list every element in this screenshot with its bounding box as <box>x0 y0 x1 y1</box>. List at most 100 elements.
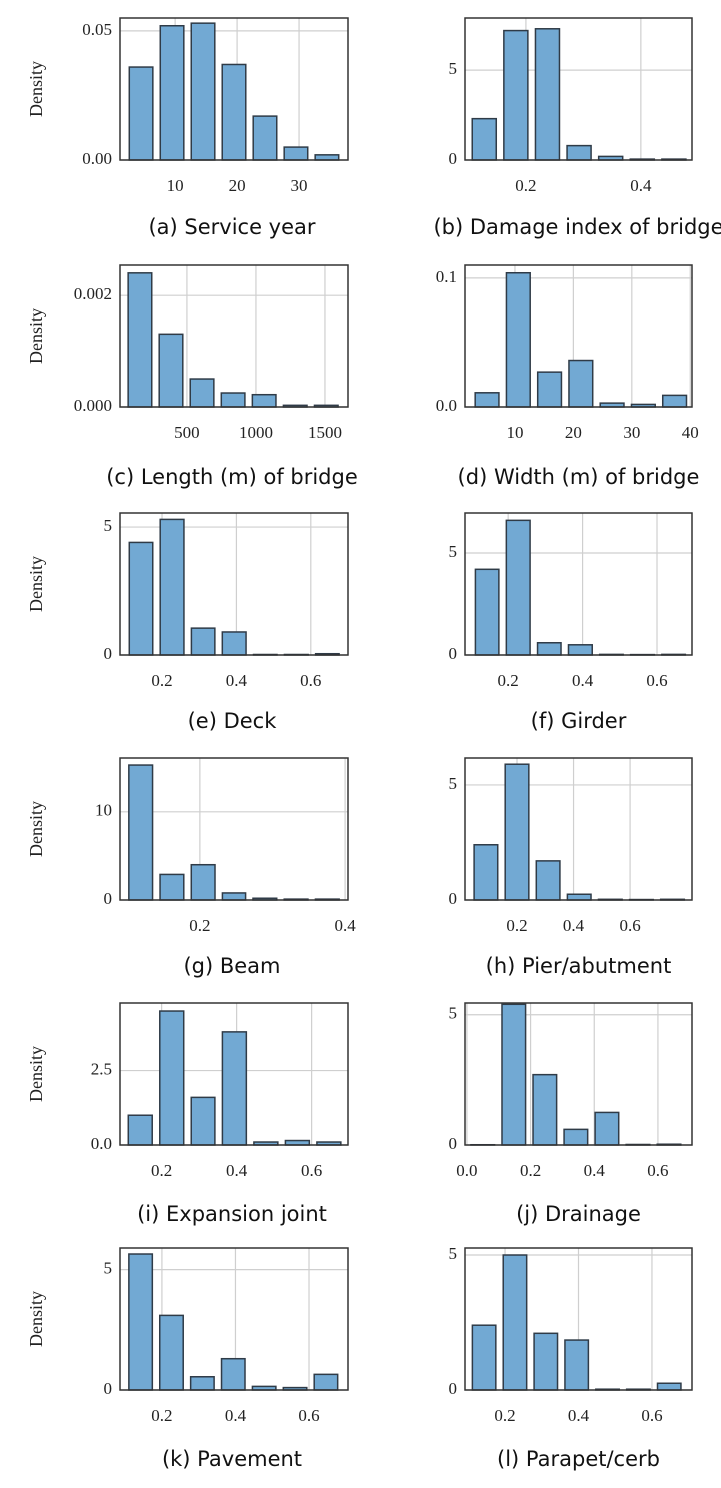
x-tick-label: 0.2 <box>151 1161 172 1180</box>
subplot: 0.2 0.4 0 10 Density (g) Beam <box>26 757 356 978</box>
bar <box>568 359 594 408</box>
subplot: 0.2 0.4 0.6 0 5 (h) Pier/abutment <box>449 757 693 978</box>
y-tick-label: 5 <box>449 59 458 78</box>
bar <box>471 117 498 161</box>
subplot: 0.2 0.4 0 5 (b) Damage index of bridge <box>433 17 721 239</box>
bar <box>504 763 530 901</box>
x-tick-label: 0.6 <box>647 1161 668 1180</box>
subplot-caption: (i) Expansion joint <box>137 1202 327 1226</box>
x-tick-label: 0.0 <box>456 1161 477 1180</box>
bar <box>190 863 216 901</box>
y-tick-label: 5 <box>449 1004 458 1023</box>
subplot-caption: (k) Pavement <box>162 1447 302 1471</box>
subplot-caption: (b) Damage index of bridge <box>433 215 721 239</box>
x-tick-label: 0.2 <box>189 916 210 935</box>
subplot: 10 20 30 0.00 0.05 Density (a) Service year <box>26 17 349 239</box>
y-axis-label: Density <box>26 1046 46 1102</box>
x-tick-label: 0.4 <box>226 1161 248 1180</box>
x-tick-label: 30 <box>291 176 308 195</box>
bar <box>220 1357 246 1391</box>
subplot: 10 20 30 40 0.0 0.1 (d) Width (m) of bridge <box>436 264 700 489</box>
x-tick-label: 0.4 <box>584 1161 606 1180</box>
subplot: 0.2 0.4 0.6 0 5 (l) Parapet/cerb <box>449 1244 693 1471</box>
y-tick-label: 5 <box>449 542 458 561</box>
bar <box>473 844 499 901</box>
subplot: 500 1000 1500 0.000 0.002 Density (c) Length (… <box>26 264 358 489</box>
bar <box>566 893 592 901</box>
bar <box>221 63 247 161</box>
bar <box>532 1073 558 1146</box>
bar <box>189 378 215 408</box>
bar <box>221 1031 248 1146</box>
plot-frame <box>119 1002 349 1146</box>
bar <box>127 272 153 408</box>
bar <box>220 392 246 408</box>
x-tick-label: 0.4 <box>226 671 248 690</box>
x-tick-label: 0.4 <box>225 1406 247 1425</box>
bar <box>158 1314 184 1391</box>
bar <box>283 146 309 161</box>
x-tick-label: 10 <box>506 423 523 442</box>
bar <box>190 22 216 161</box>
subplot: 0.0 0.2 0.4 0.6 0 5 (j) Drainage <box>449 1002 693 1226</box>
y-tick-label: 0.1 <box>436 267 457 286</box>
x-tick-label: 1000 <box>239 423 273 442</box>
bar <box>313 1373 339 1391</box>
x-tick-label: 10 <box>167 176 184 195</box>
subplot-caption: (h) Pier/abutment <box>486 954 672 978</box>
subplot-caption: (l) Parapet/cerb <box>497 1447 660 1471</box>
x-tick-label: 1500 <box>308 423 342 442</box>
x-tick-label: 20 <box>229 176 246 195</box>
bar <box>159 873 185 901</box>
bar <box>564 1339 590 1391</box>
x-tick-label: 0.6 <box>298 1406 319 1425</box>
x-tick-label: 500 <box>174 423 200 442</box>
y-tick-label: 0 <box>104 644 113 663</box>
subplot: 0.2 0.4 0.6 0 5 Density (k) Pavement <box>26 1247 349 1471</box>
bar <box>159 24 185 161</box>
x-tick-label: 0.4 <box>563 916 585 935</box>
subplot: 0.2 0.4 0.6 0 5 (f) Girder <box>449 512 693 733</box>
y-tick-label: 10 <box>95 801 112 820</box>
x-tick-label: 0.6 <box>641 1406 662 1425</box>
x-tick-label: 30 <box>623 423 640 442</box>
x-tick-label: 0.4 <box>568 1406 590 1425</box>
x-tick-label: 0.6 <box>619 916 640 935</box>
bar <box>536 371 563 408</box>
plot-frame <box>119 1247 349 1391</box>
bar <box>563 1128 589 1146</box>
bar <box>474 568 500 656</box>
bar <box>128 541 154 656</box>
bar <box>190 627 216 656</box>
plot-frame <box>464 757 693 901</box>
x-tick-label: 20 <box>565 423 582 442</box>
bar <box>505 271 531 408</box>
y-axis-label: Density <box>26 1291 46 1347</box>
bar <box>190 1096 216 1146</box>
bar <box>189 1376 215 1391</box>
y-axis-label: Density <box>26 801 46 857</box>
y-tick-label: 0 <box>449 149 458 168</box>
bar <box>474 392 500 408</box>
plot-frame <box>119 757 349 901</box>
subplot: 0.2 0.4 0.6 0 5 Density (e) Deck <box>26 512 349 733</box>
bar <box>503 29 529 161</box>
bar <box>661 394 688 408</box>
subplot: 0.2 0.4 0.6 0.0 2.5 Density (i) Expansion join… <box>26 1002 349 1226</box>
bar <box>533 1332 559 1391</box>
y-tick-label: 0.05 <box>82 20 112 39</box>
plot-frame <box>464 1002 693 1146</box>
y-tick-label: 0 <box>449 889 458 908</box>
bar <box>656 1382 682 1391</box>
x-tick-label: 40 <box>682 423 699 442</box>
bar <box>566 144 592 161</box>
subplot-caption: (d) Width (m) of bridge <box>458 465 700 489</box>
bar <box>594 1111 620 1146</box>
bar <box>536 642 562 656</box>
y-tick-label: 0.000 <box>74 396 112 415</box>
y-axis-label: Density <box>26 556 46 612</box>
bar <box>127 1114 153 1146</box>
bar <box>501 1003 527 1146</box>
